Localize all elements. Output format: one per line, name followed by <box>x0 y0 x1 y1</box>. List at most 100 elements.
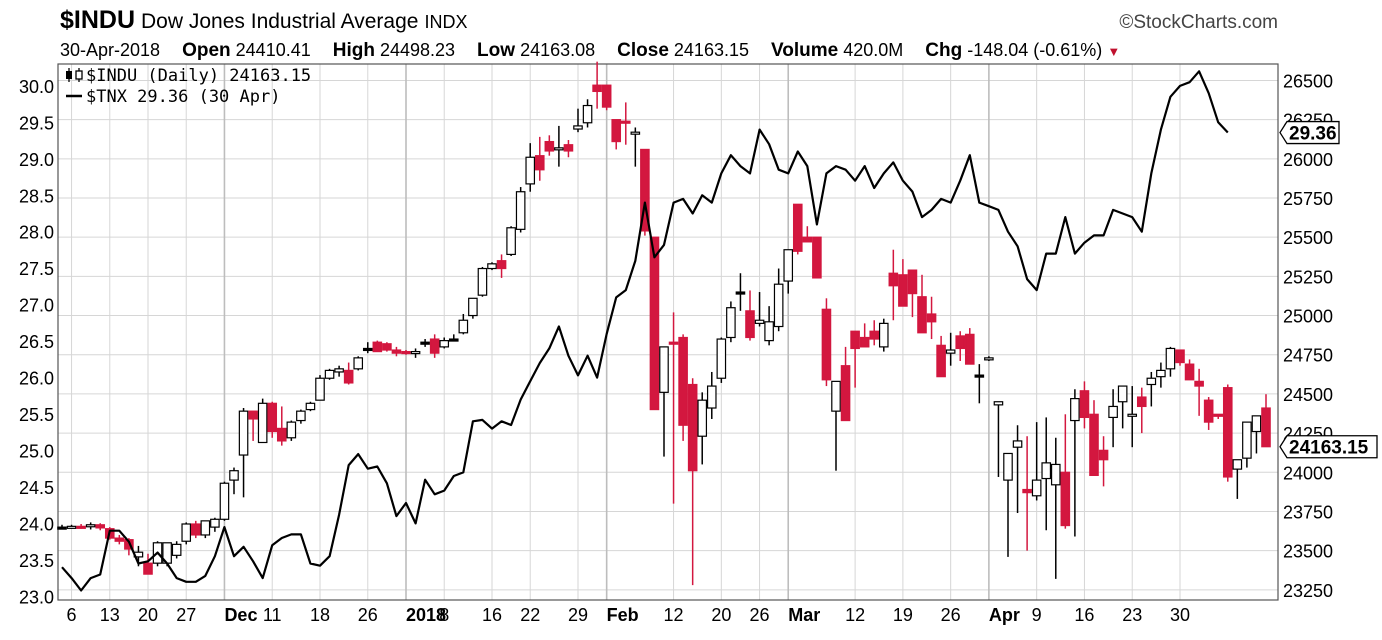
candle-body <box>458 319 469 334</box>
candle-body <box>238 410 249 456</box>
date-text: 30-Apr-2018 <box>60 40 161 60</box>
stockcharts-credit[interactable]: ©StockCharts.com <box>1119 12 1278 33</box>
candle-body <box>668 341 679 345</box>
candle-body <box>305 402 316 411</box>
left-axis-tick-label: 24.5 <box>19 478 54 498</box>
x-tick-label: 26 <box>358 605 378 625</box>
candle-body <box>783 249 794 282</box>
candle-body <box>1127 413 1138 417</box>
candle-body <box>611 119 622 143</box>
candle-body <box>1175 349 1185 364</box>
right-axis-tick-label: 26500 <box>1283 71 1333 91</box>
left-axis-tick-label: 23.5 <box>19 551 54 571</box>
legend-indu-label: $INDU (Daily) 24163.15 <box>86 66 312 86</box>
candle-body <box>267 402 278 433</box>
close-label: Close <box>617 40 669 61</box>
candle-body <box>496 260 507 270</box>
candle-body <box>745 310 755 339</box>
right-axis-tick-label: 25500 <box>1283 228 1333 248</box>
candle-body <box>439 340 450 348</box>
x-tick-label: 16 <box>1074 605 1094 625</box>
candle-body <box>1012 440 1023 448</box>
candle-body <box>630 131 641 135</box>
legend-indu: $INDU (Daily) 24163.15 <box>64 66 311 86</box>
legend-tnx: $TNX 29.36 (30 Apr) <box>64 87 280 107</box>
candle-body <box>1098 449 1109 461</box>
right-axis-tick-label: 23750 <box>1283 502 1333 522</box>
right-axis-tick-label: 24500 <box>1283 385 1333 405</box>
candle-body <box>831 380 841 412</box>
candle-body <box>754 319 765 324</box>
ohlc-summary: 30-Apr-2018 Open 24410.41 High 24498.23 Low… <box>60 40 1120 62</box>
candle-body <box>1203 399 1214 423</box>
exchange-text: INDX <box>424 12 468 32</box>
candle-body <box>917 296 927 334</box>
candle-body <box>563 144 574 152</box>
candle-body <box>362 347 373 352</box>
candle-body <box>1184 363 1195 381</box>
candle-body <box>926 313 937 323</box>
candle-body <box>716 338 727 379</box>
candle-body <box>229 470 239 481</box>
candle-body <box>1022 488 1032 494</box>
candle-body <box>190 523 201 536</box>
candle-body <box>640 148 650 232</box>
right-axis-tick-label: 25250 <box>1283 267 1333 287</box>
candle-body <box>506 227 516 256</box>
candle-body <box>706 385 717 409</box>
candle-body <box>200 520 211 536</box>
right-axis-tick-label: 25750 <box>1283 189 1333 209</box>
candle-body <box>429 338 440 354</box>
volume-label: Volume <box>770 40 839 61</box>
last-tnx-tag: 29.36 <box>1289 124 1337 145</box>
left-axis-tick-label: 26.5 <box>19 332 54 352</box>
x-tick-label: 19 <box>893 605 913 625</box>
x-tick-label: Apr <box>989 605 1020 625</box>
candle-body <box>792 203 803 252</box>
candle-body <box>582 104 593 124</box>
right-axis-tick-label: 25000 <box>1283 307 1333 327</box>
candle-body <box>1213 413 1224 417</box>
candle-body <box>66 525 77 529</box>
chart-header-title: $INDU Dow Jones Industrial Average INDX <box>60 6 467 36</box>
right-axis-tick-label: 24000 <box>1283 463 1333 483</box>
x-tick-label: 20 <box>138 605 158 625</box>
candle-body <box>945 349 956 354</box>
x-tick-label: 9 <box>1032 605 1042 625</box>
candle-body <box>1146 377 1157 386</box>
down-arrow-icon: ▼ <box>1107 44 1121 59</box>
candle-body <box>286 421 297 439</box>
right-axis-tick-label: 26000 <box>1283 150 1333 170</box>
candle-body <box>802 236 813 243</box>
x-tick-label: 29 <box>568 605 588 625</box>
candle-body <box>1165 347 1176 370</box>
candle-body <box>812 236 822 279</box>
candle-body <box>1136 396 1147 408</box>
x-tick-label: 18 <box>310 605 330 625</box>
candle-body <box>171 543 182 556</box>
candle-body <box>525 156 536 185</box>
candle-body <box>468 297 478 317</box>
plot-frame <box>57 63 1279 601</box>
left-axis-tick-label: 27.5 <box>19 259 54 279</box>
high-value: 24498.23 <box>379 40 456 60</box>
candle-body <box>85 524 96 528</box>
candle-body <box>993 401 1004 406</box>
candle-body <box>840 365 851 422</box>
candle-body <box>219 482 230 520</box>
candle-body <box>888 272 899 287</box>
x-tick-label: 12 <box>664 605 684 625</box>
left-axis-tick-label: 25.5 <box>19 405 54 425</box>
x-tick-label: 30 <box>1170 605 1190 625</box>
candle-body <box>448 338 459 342</box>
x-tick-label: 20 <box>711 605 731 625</box>
index-name: Dow Jones Industrial Average <box>141 10 419 33</box>
candle-body <box>334 368 344 373</box>
open-value: 24410.41 <box>235 40 311 60</box>
x-tick-label: Dec <box>224 605 257 625</box>
candle-body <box>76 525 86 529</box>
candle-body <box>57 526 67 530</box>
candle-body <box>324 369 335 379</box>
candle-body <box>114 537 125 542</box>
